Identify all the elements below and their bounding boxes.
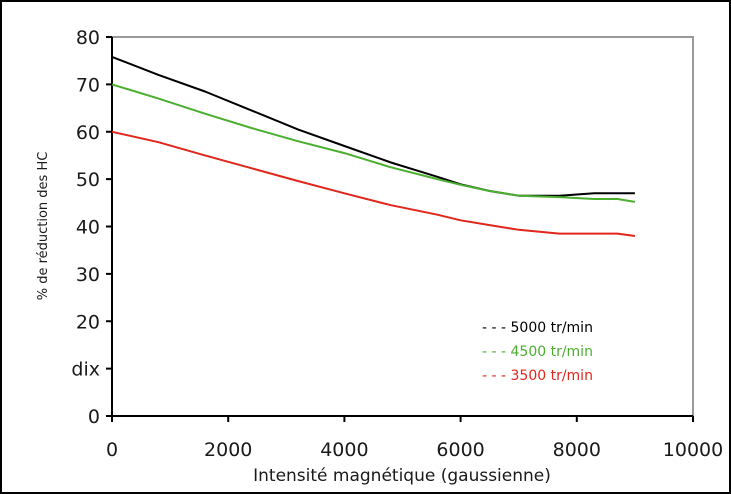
x-tick-label: 8000 bbox=[553, 439, 601, 461]
y-tick-label: 20 bbox=[76, 311, 100, 333]
x-axis-label: Intensité magnétique (gaussienne) bbox=[253, 466, 551, 486]
y-tick-label: 40 bbox=[76, 217, 100, 239]
y-tick-label: 60 bbox=[76, 122, 100, 144]
legend: - - - 5000 tr/min - - - 4500 tr/min - - - … bbox=[482, 320, 593, 384]
y-tick-label: 70 bbox=[76, 74, 100, 96]
legend-entry: - - - 5000 tr/min bbox=[482, 320, 593, 336]
plot-area bbox=[111, 36, 694, 417]
legend-entry: - - - 4500 tr/min bbox=[482, 344, 593, 360]
y-ticks: 0 dix 20 30 40 50 60 70 80 bbox=[71, 27, 112, 428]
series-line-1 bbox=[111, 83, 636, 203]
y-tick-label: 50 bbox=[76, 169, 100, 191]
y-tick-label: 80 bbox=[76, 27, 100, 49]
x-ticks: 0 2000 4000 6000 8000 10000 bbox=[106, 416, 723, 461]
x-tick-label: 10000 bbox=[663, 439, 723, 461]
x-tick-label: 0 bbox=[106, 439, 118, 461]
x-tick-label: 2000 bbox=[204, 439, 252, 461]
x-tick-label: 4000 bbox=[320, 439, 368, 461]
series-line-2 bbox=[111, 130, 636, 237]
x-tick-label: 6000 bbox=[436, 439, 484, 461]
series-line-0 bbox=[111, 55, 635, 197]
series-lines bbox=[111, 55, 636, 237]
y-tick-label: 0 bbox=[88, 406, 100, 428]
y-axis-label: % de réduction des HC bbox=[36, 152, 51, 301]
legend-entry: - - - 3500 tr/min bbox=[482, 368, 593, 384]
y-tick-label: dix bbox=[71, 359, 100, 381]
y-tick-label: 30 bbox=[76, 264, 100, 286]
